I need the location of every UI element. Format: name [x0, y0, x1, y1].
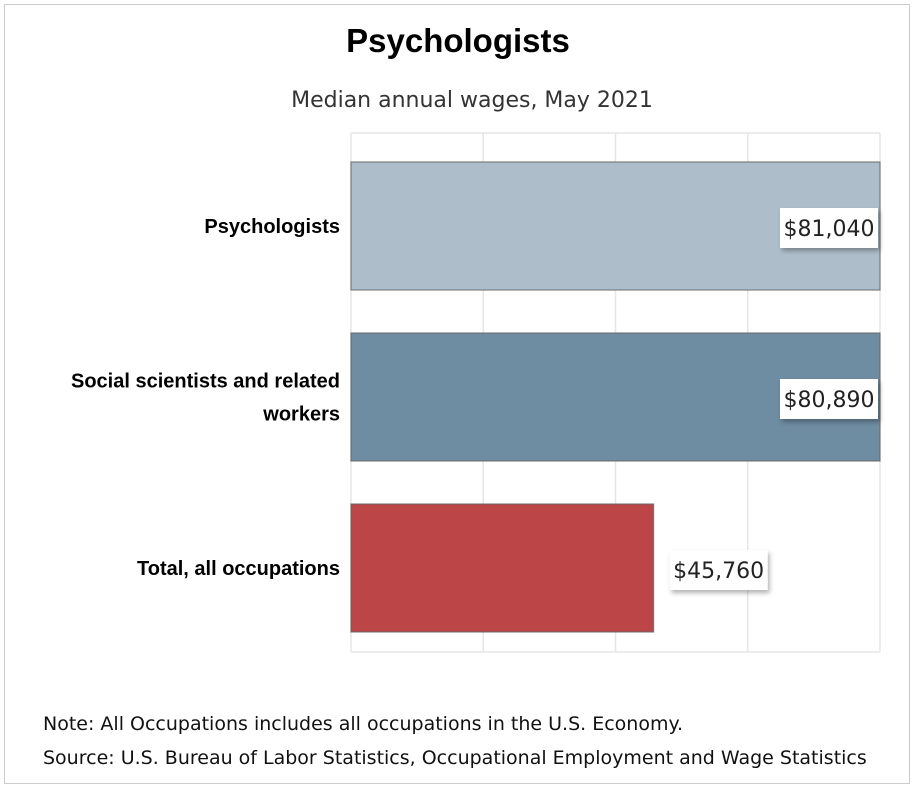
chart-subtitle: Median annual wages, May 2021 — [291, 88, 653, 113]
chart-title: Psychologists — [346, 22, 570, 59]
data-label: $81,040 — [784, 217, 875, 242]
data-label-box — [780, 379, 878, 419]
bar — [350, 503, 655, 633]
data-label-box — [780, 208, 878, 248]
data-label: $80,890 — [784, 388, 875, 413]
data-label-box — [669, 550, 768, 590]
bar-chart: Psychologists $81,040 Social scientists an… — [71, 132, 881, 653]
category-label: Social scientists and related — [71, 371, 340, 393]
chart-source: Source: U.S. Bureau of Labor Statistics,… — [43, 747, 867, 769]
labels: Psychologists $81,040 Social scientists an… — [71, 208, 878, 590]
bars — [350, 161, 881, 633]
chart-note: Note: All Occupations includes all occup… — [43, 713, 684, 735]
category-label: Total, all occupations — [137, 558, 340, 580]
data-label: $45,760 — [673, 559, 764, 584]
category-label: workers — [262, 404, 340, 426]
category-label: Psychologists — [204, 216, 340, 238]
